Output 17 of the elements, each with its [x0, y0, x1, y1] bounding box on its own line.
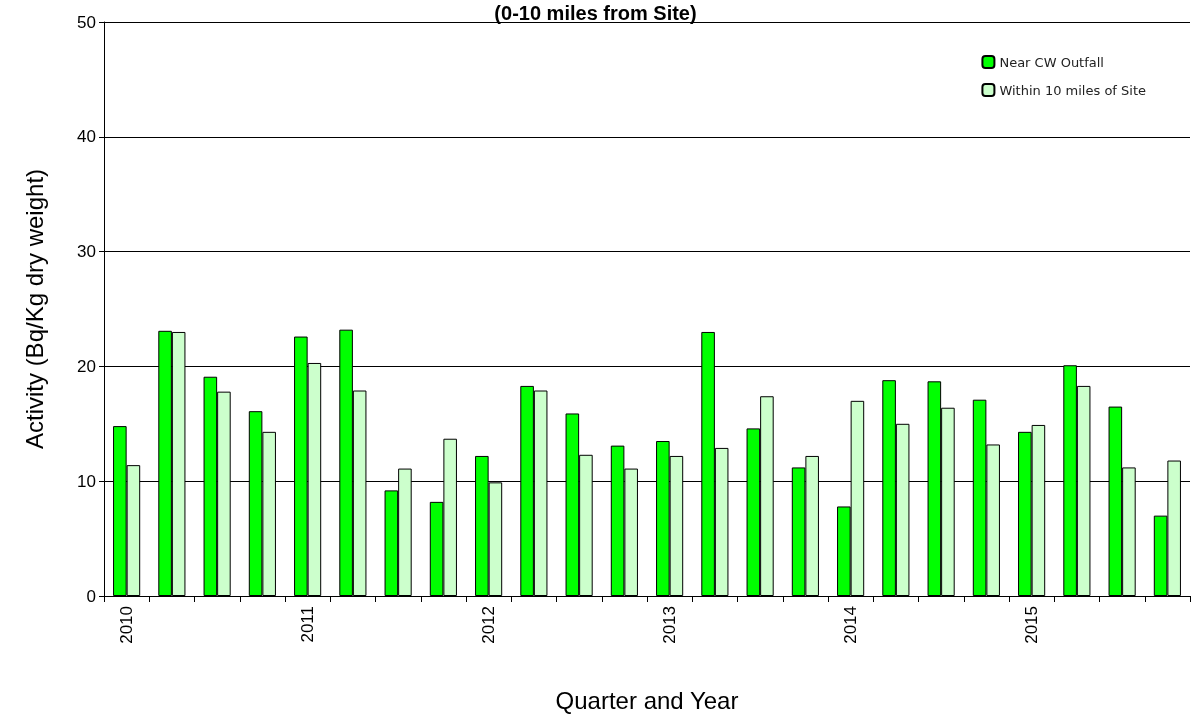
y-tick-label: 20	[77, 356, 96, 376]
x-tick-label: 2010	[117, 606, 137, 644]
x-tick-label: 2012	[479, 606, 499, 644]
chart-title: (0-10 miles from Site)	[494, 2, 697, 24]
legend-label: Within 10 miles of Site	[999, 82, 1147, 98]
x-tick-label: 2014	[841, 606, 861, 644]
x-axis-title: Quarter and Year	[555, 686, 739, 714]
y-tick-label: 10	[77, 471, 96, 491]
y-tick-label: 0	[86, 586, 96, 606]
x-tick-label: 2015	[1022, 606, 1042, 644]
x-tick-label: 2013	[660, 606, 680, 644]
x-tick-label: 2011	[298, 606, 318, 643]
y-tick-label: 30	[77, 242, 96, 262]
y-tick-label: 40	[77, 127, 96, 147]
legend-label: Near CW Outfall	[999, 54, 1104, 70]
y-axis-title: Activity (Bq/Kg dry weight)	[20, 168, 48, 450]
y-tick-label: 50	[77, 12, 96, 32]
